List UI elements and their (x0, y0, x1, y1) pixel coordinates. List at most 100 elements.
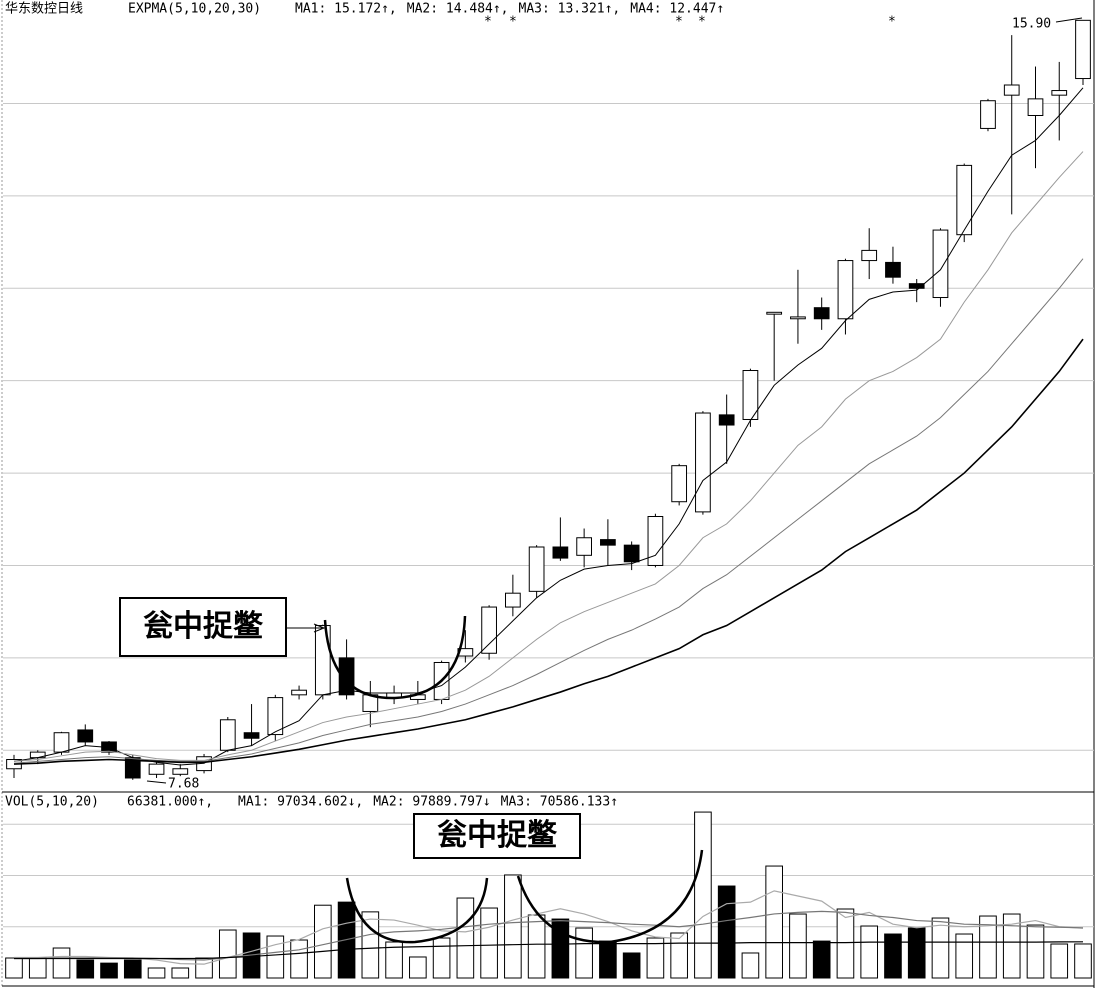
volume-bar (1050, 943, 1069, 979)
legend-item: MA4: 12.447↑ (630, 2, 724, 17)
ma-line (13, 258, 1084, 764)
candle-body (1003, 84, 1020, 96)
high-label: 15.90 (1012, 17, 1051, 32)
volume-bar (717, 885, 736, 979)
candle-body (671, 465, 688, 503)
volume-bar (527, 914, 546, 979)
volume-bar (52, 947, 71, 979)
candle-body (53, 732, 70, 753)
candle-body (837, 260, 854, 320)
volume-bar (979, 915, 997, 979)
volume-bar (765, 865, 783, 979)
candle-body (908, 283, 925, 289)
candle-body (885, 261, 901, 278)
candle-body (505, 592, 521, 608)
ma-line (13, 87, 1084, 766)
indicator-label: EXPMA(5,10,20,30) (128, 2, 261, 17)
low-pointer (146, 780, 167, 784)
candle-body (766, 311, 783, 315)
volume-bar (836, 908, 855, 979)
bowl-arc (345, 877, 489, 944)
signal-star: * (698, 15, 706, 30)
volume-ma-line (14, 890, 1084, 965)
candle-body (219, 719, 236, 751)
candle-body (77, 729, 94, 743)
volume-bar (147, 967, 166, 979)
candle-body (647, 516, 664, 566)
volume-bar (622, 952, 641, 979)
candle-body (623, 544, 640, 563)
volume-bar (575, 927, 593, 979)
volume-bar (5, 957, 23, 979)
volume-bar (266, 935, 285, 979)
candle-body (267, 697, 284, 736)
volume-bar (432, 937, 451, 979)
volume-bar (100, 962, 118, 979)
candle-body (600, 539, 616, 546)
volume-ma-line (14, 941, 1084, 960)
annotation-text: 瓮中捉鳖 (143, 609, 264, 644)
candle-body (148, 763, 165, 775)
candle-body (172, 768, 189, 775)
candle-body (813, 307, 830, 320)
annotation-text: 瓮中捉鳖 (437, 818, 558, 853)
volume-bar (195, 957, 213, 979)
volume-bar (646, 937, 665, 979)
legend-item: MA2: 97889.797↓ (373, 795, 490, 810)
volume-bar (694, 811, 712, 979)
volume-bar (385, 941, 403, 979)
legend-item: MA3: 13.321↑, (519, 2, 621, 17)
volume-bar (860, 925, 879, 979)
candle-body (742, 370, 759, 420)
signal-star: * (509, 15, 517, 30)
candle-body (956, 164, 973, 236)
volume-bar (741, 952, 760, 979)
candle-body (790, 316, 806, 320)
candle-body (1051, 90, 1068, 96)
volume-bar (314, 904, 332, 979)
candle-body (528, 546, 545, 592)
volume-bar (28, 957, 47, 979)
legend-item: MA2: 14.484↑, (407, 2, 509, 17)
volume-bar (123, 959, 142, 979)
annotation-arrowhead (313, 623, 326, 633)
volume-bar (480, 907, 498, 979)
volume-bar (789, 913, 807, 979)
high-pointer (1055, 17, 1083, 23)
bowl-arc (516, 849, 704, 944)
signal-star: * (675, 15, 683, 30)
candle-body (481, 606, 497, 654)
candle-body (552, 546, 569, 559)
candle-body (718, 414, 735, 426)
candle-body (861, 249, 878, 262)
low-label: 7.68 (168, 777, 199, 792)
volume-bar (409, 956, 427, 979)
ma-line (13, 151, 1084, 762)
signal-marks: * * * * * (484, 15, 896, 30)
volume-value: 66381.000↑, (127, 795, 213, 810)
volume-bar (218, 929, 237, 979)
volume-bar (1074, 943, 1092, 979)
chart-title: 华东数控日线 (5, 2, 83, 17)
ma-line (13, 338, 1084, 765)
candle-body (695, 412, 711, 513)
candle-body (1027, 98, 1044, 116)
volume-bar (1002, 913, 1021, 979)
volume-bar (361, 911, 380, 979)
legend-item: MA1: 15.172↑, (295, 2, 397, 17)
volume-ma-line (14, 910, 1084, 961)
bowl-arc (323, 615, 467, 700)
candle-body (980, 100, 996, 129)
volume-bar (670, 932, 688, 979)
legend-item: MA1: 97034.602↓, (238, 795, 363, 810)
volume-bar (504, 874, 522, 979)
signal-star: * (888, 15, 896, 30)
candle-body (291, 689, 307, 696)
annotation-box (119, 597, 287, 657)
volume-bar (456, 897, 475, 979)
volume-bar (812, 940, 831, 979)
candle-body (243, 732, 260, 739)
volume-bar (907, 927, 926, 979)
volume-bar (884, 933, 902, 979)
